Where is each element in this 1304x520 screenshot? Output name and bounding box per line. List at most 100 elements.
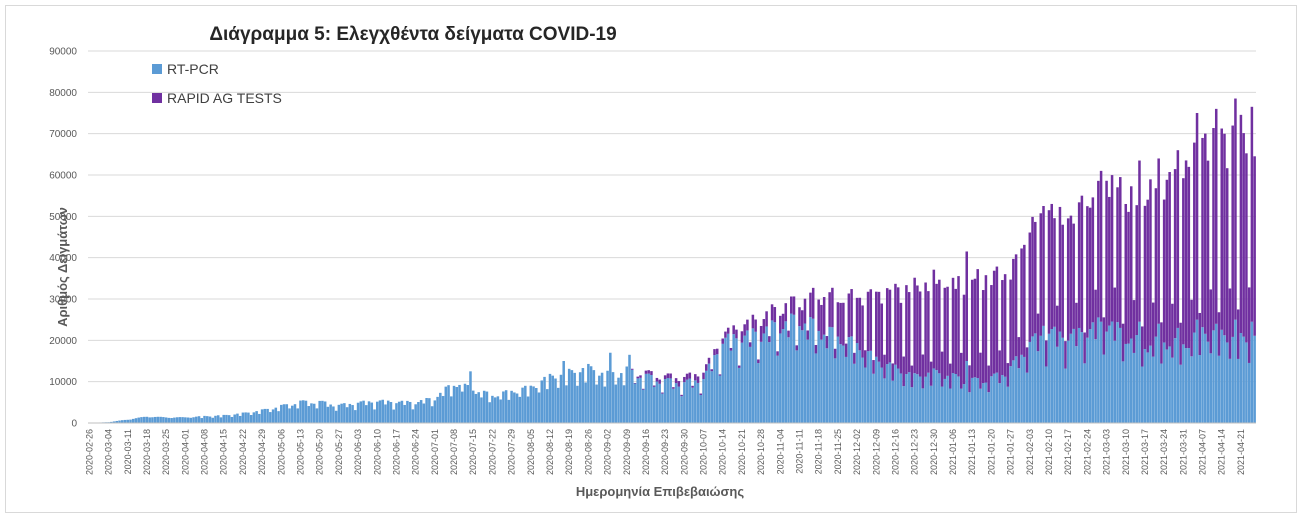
bar-rt-pcr xyxy=(592,370,596,423)
bar-rapid-ag xyxy=(1113,287,1117,341)
bar-rt-pcr xyxy=(1214,323,1218,423)
bar-rt-pcr xyxy=(968,392,971,423)
bar-rapid-ag xyxy=(885,288,889,365)
bar-rt-pcr xyxy=(351,405,354,423)
bar-rapid-ag xyxy=(784,303,788,322)
bar-rt-pcr xyxy=(1253,335,1256,423)
bar-rt-pcr xyxy=(910,387,914,423)
bar-rapid-ag xyxy=(864,350,867,368)
bar-rt-pcr xyxy=(1036,351,1040,423)
bar-rt-pcr xyxy=(488,402,491,423)
x-tick-label: 2020-10-21 xyxy=(737,429,747,475)
bar-rt-pcr xyxy=(1138,321,1141,423)
bar-rt-pcr xyxy=(362,400,365,423)
bar-rapid-ag xyxy=(721,338,724,344)
bar-rapid-ag xyxy=(770,304,774,321)
bar-rt-pcr xyxy=(126,419,130,423)
bar-rt-pcr xyxy=(1009,366,1012,423)
bar-rapid-ag xyxy=(672,387,675,389)
bar-rapid-ag xyxy=(1017,337,1021,369)
bar-rt-pcr xyxy=(790,313,793,423)
bar-rapid-ag xyxy=(1245,153,1248,343)
bar-rt-pcr xyxy=(570,370,574,423)
x-tick-label: 2020-09-02 xyxy=(603,429,613,475)
x-tick-label: 2020-03-11 xyxy=(123,429,133,474)
bar-rt-pcr xyxy=(888,362,892,423)
x-tick-label: 2021-03-31 xyxy=(1178,429,1188,475)
bar-rt-pcr xyxy=(595,384,598,423)
bar-rapid-ag xyxy=(1154,188,1158,337)
bar-rt-pcr xyxy=(998,383,1001,423)
bar-rt-pcr xyxy=(1091,322,1095,423)
bar-rt-pcr xyxy=(543,376,546,423)
bar-rt-pcr xyxy=(203,415,206,423)
bar-rt-pcr xyxy=(809,317,812,423)
bar-rt-pcr xyxy=(214,415,217,423)
x-tick-label: 2021-02-17 xyxy=(1063,429,1073,475)
bar-rt-pcr xyxy=(1094,339,1097,423)
bar-rt-pcr xyxy=(781,329,785,423)
bar-rt-pcr xyxy=(792,314,796,423)
bar-rt-pcr xyxy=(1080,332,1084,423)
bar-rapid-ag xyxy=(1014,254,1018,357)
bar-rt-pcr xyxy=(639,377,642,423)
bar-rt-pcr xyxy=(178,417,182,423)
bar-rapid-ag xyxy=(847,293,851,338)
bar-rt-pcr xyxy=(1113,340,1117,423)
bar-rt-pcr xyxy=(820,339,823,423)
bar-rt-pcr xyxy=(765,326,768,423)
bar-rapid-ag xyxy=(705,364,708,371)
bar-rapid-ag xyxy=(992,270,996,374)
bar-rt-pcr xyxy=(1171,357,1174,423)
bar-rapid-ag xyxy=(1072,223,1075,329)
x-tick-label: 2020-06-03 xyxy=(353,429,363,475)
bar-rt-pcr xyxy=(669,378,672,423)
bar-rapid-ag xyxy=(814,345,818,354)
bar-rt-pcr xyxy=(545,389,549,423)
bar-rapid-ag xyxy=(1061,224,1064,338)
bar-rt-pcr xyxy=(762,333,766,423)
bar-rt-pcr xyxy=(1195,319,1199,423)
bar-rapid-ag xyxy=(726,327,730,334)
bar-rt-pcr xyxy=(1058,331,1062,423)
x-tick-label: 2020-07-22 xyxy=(487,429,497,475)
bar-rt-pcr xyxy=(1206,341,1210,423)
legend-swatch-rt-pcr xyxy=(152,64,162,74)
bar-rapid-ag xyxy=(641,388,645,390)
bar-rapid-ag xyxy=(861,305,864,358)
bar-rapid-ag xyxy=(1173,169,1177,339)
bar-rt-pcr xyxy=(406,400,409,423)
bar-rt-pcr xyxy=(216,415,220,423)
bar-rt-pcr xyxy=(831,327,834,423)
bar-rt-pcr xyxy=(576,385,579,423)
legend-swatch-rapid-ag xyxy=(152,93,162,103)
bar-rt-pcr xyxy=(905,374,908,423)
bar-rapid-ag xyxy=(894,283,897,365)
bar-rt-pcr xyxy=(655,381,659,423)
bar-rapid-ag xyxy=(1039,213,1043,336)
bar-rt-pcr xyxy=(726,333,730,423)
bar-rt-pcr xyxy=(233,414,236,423)
bar-rapid-ag xyxy=(1121,323,1125,362)
bar-rapid-ag xyxy=(630,368,634,370)
bar-rt-pcr xyxy=(935,370,938,423)
bar-rt-pcr xyxy=(921,388,925,423)
bar-rt-pcr xyxy=(507,399,511,423)
bar-rapid-ag xyxy=(1088,207,1092,330)
bar-rt-pcr xyxy=(1154,336,1158,423)
bar-rt-pcr xyxy=(1102,354,1106,423)
bar-rapid-ag xyxy=(1055,305,1059,347)
x-tick-label: 2020-05-06 xyxy=(276,429,286,475)
bar-rt-pcr xyxy=(222,414,225,423)
bar-rt-pcr xyxy=(477,392,480,423)
bar-rt-pcr xyxy=(754,331,757,423)
bar-rapid-ag xyxy=(661,392,664,394)
bar-rt-pcr xyxy=(924,376,927,423)
y-tick-label: 80000 xyxy=(49,88,77,99)
bar-rt-pcr xyxy=(1190,356,1193,423)
bar-rapid-ag xyxy=(1058,206,1062,332)
bar-rapid-ag xyxy=(949,363,952,389)
bar-rapid-ag xyxy=(875,291,878,357)
bar-rapid-ag xyxy=(713,349,716,356)
bar-rt-pcr xyxy=(850,336,853,423)
